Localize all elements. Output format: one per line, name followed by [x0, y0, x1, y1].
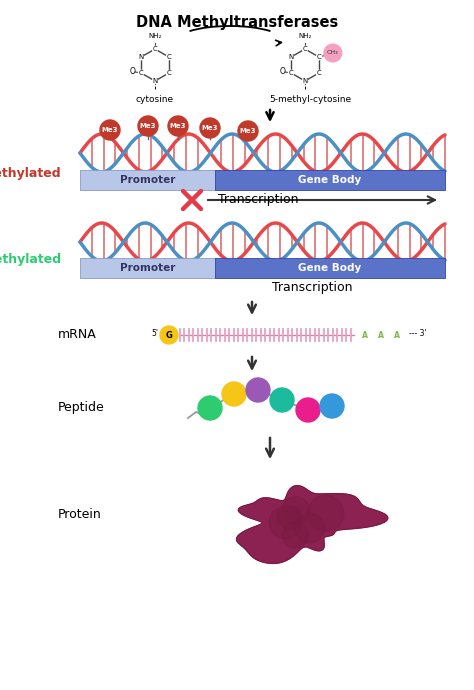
Circle shape — [388, 326, 406, 344]
Text: Me3: Me3 — [202, 125, 218, 131]
Text: --- 3': --- 3' — [409, 330, 427, 339]
Text: Protein: Protein — [58, 509, 102, 522]
Text: Methylated: Methylated — [0, 166, 62, 179]
Text: Me3: Me3 — [140, 123, 156, 129]
Text: Me3: Me3 — [102, 127, 118, 133]
Circle shape — [238, 121, 258, 141]
Text: N: N — [138, 54, 144, 60]
Text: Gene Body: Gene Body — [299, 175, 362, 185]
Text: A: A — [362, 331, 368, 339]
Text: 5': 5' — [152, 330, 158, 339]
Circle shape — [295, 513, 325, 543]
Text: O: O — [129, 68, 135, 77]
Text: DNA Methyltransferases: DNA Methyltransferases — [136, 15, 338, 30]
Text: Transcription: Transcription — [272, 282, 353, 295]
Text: Peptide: Peptide — [58, 402, 105, 415]
Text: Gene Body: Gene Body — [299, 263, 362, 273]
Circle shape — [324, 44, 342, 62]
Text: C: C — [317, 70, 321, 76]
Text: NH₂: NH₂ — [148, 33, 162, 39]
Text: C: C — [139, 70, 144, 76]
Circle shape — [308, 495, 344, 531]
Circle shape — [246, 378, 270, 402]
Polygon shape — [237, 486, 388, 564]
Circle shape — [138, 116, 158, 136]
Text: C: C — [166, 70, 171, 76]
Text: 5-methyl-cytosine: 5-methyl-cytosine — [269, 95, 351, 104]
Circle shape — [100, 120, 120, 140]
FancyBboxPatch shape — [80, 170, 215, 190]
Text: Promoter: Promoter — [120, 263, 175, 273]
Circle shape — [283, 522, 309, 549]
Circle shape — [200, 118, 220, 138]
FancyBboxPatch shape — [215, 170, 445, 190]
Circle shape — [282, 497, 310, 524]
Text: A: A — [378, 331, 384, 339]
FancyBboxPatch shape — [215, 258, 445, 278]
Text: Promoter: Promoter — [120, 175, 175, 185]
Text: Me3: Me3 — [170, 123, 186, 129]
Circle shape — [296, 398, 320, 422]
Text: C: C — [166, 54, 171, 60]
Text: O: O — [279, 68, 285, 77]
Text: Me3: Me3 — [240, 128, 256, 134]
Text: C: C — [317, 54, 321, 60]
Text: Unmethylated: Unmethylated — [0, 253, 62, 266]
FancyBboxPatch shape — [80, 258, 215, 278]
Text: C: C — [153, 46, 157, 52]
Text: CH₃: CH₃ — [327, 50, 338, 55]
Text: N: N — [289, 54, 294, 60]
Text: C: C — [302, 46, 307, 52]
Circle shape — [277, 505, 301, 529]
Text: N: N — [152, 78, 158, 84]
Circle shape — [160, 326, 178, 344]
Circle shape — [320, 394, 344, 418]
Circle shape — [198, 396, 222, 420]
Text: N: N — [302, 78, 308, 84]
Circle shape — [270, 388, 294, 412]
Text: Transcription: Transcription — [218, 193, 299, 206]
Text: A: A — [394, 331, 400, 339]
Circle shape — [222, 382, 246, 406]
Text: cytosine: cytosine — [136, 95, 174, 104]
Text: mRNA: mRNA — [58, 328, 97, 342]
Text: C: C — [289, 70, 293, 76]
Circle shape — [356, 326, 374, 344]
Circle shape — [372, 326, 390, 344]
Text: NH₂: NH₂ — [298, 33, 312, 39]
Circle shape — [168, 116, 188, 136]
Circle shape — [269, 506, 301, 539]
Text: G: G — [165, 331, 173, 339]
